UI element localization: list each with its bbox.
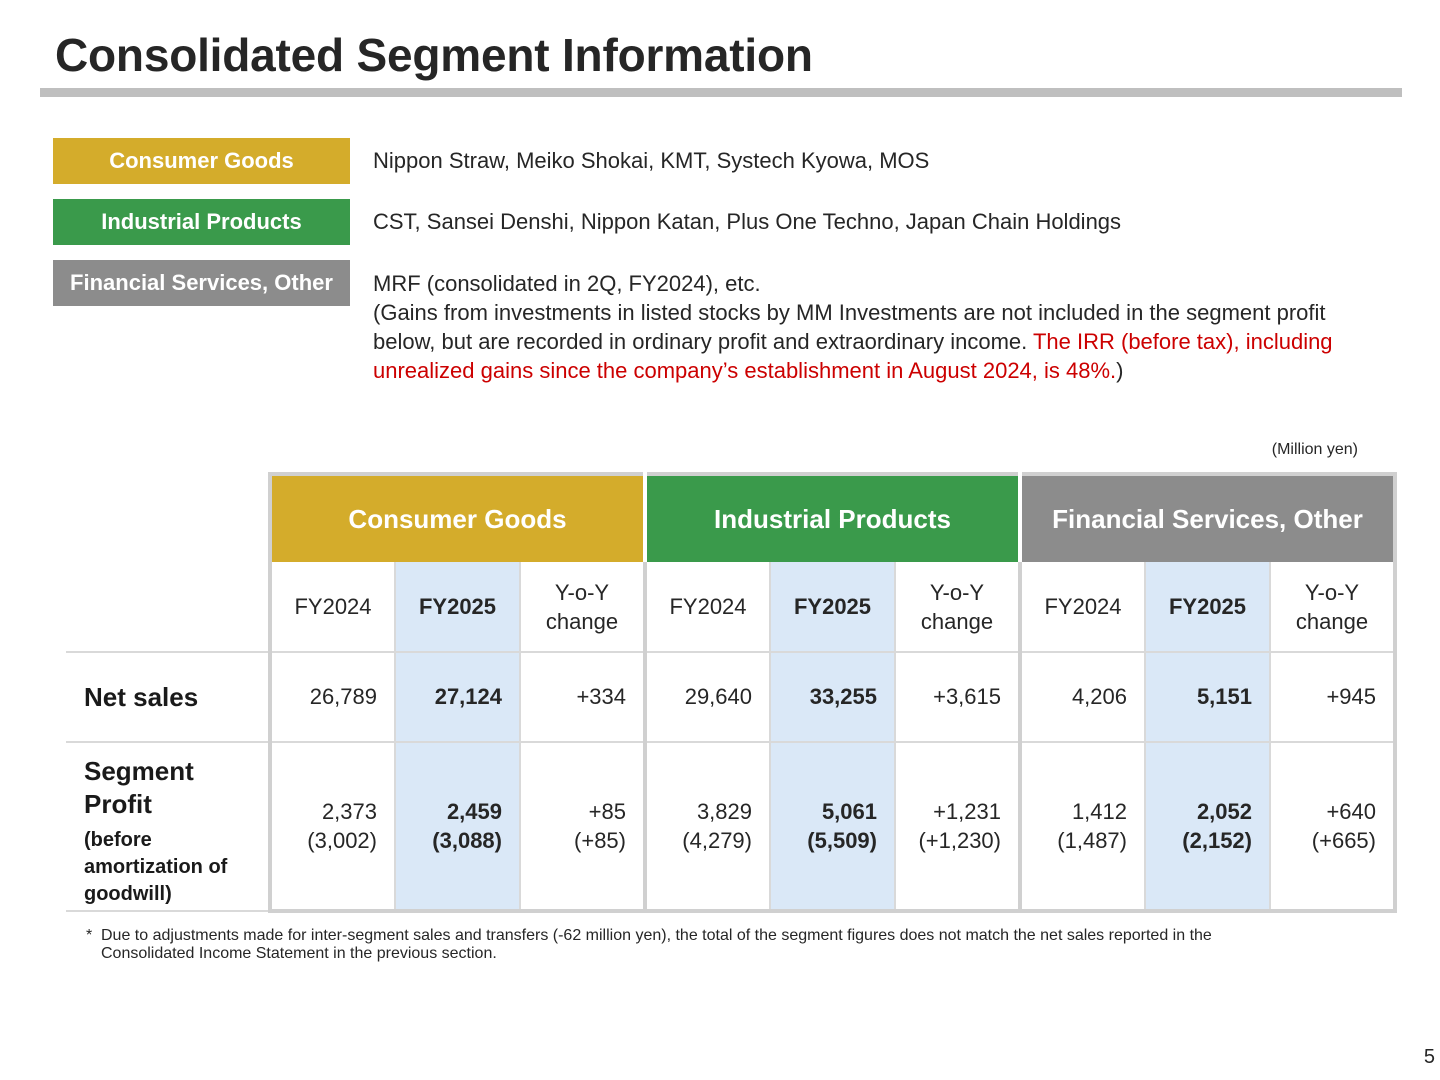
header-yoy: Y-o-Y change: [895, 562, 1022, 653]
profit-before-amortization-value: (+665): [1311, 828, 1376, 853]
group-header-industrial-products: Industrial Products: [645, 472, 1022, 562]
profit-before-amortization-value: (3,088): [432, 828, 502, 853]
title-divider: [40, 88, 1402, 97]
profit-value: +640: [1326, 799, 1376, 824]
segment-profit-cell: 2,459 (3,088): [395, 742, 521, 913]
segment-profit-cell: 2,373 (3,002): [268, 742, 396, 913]
header-fy2024: FY2024: [645, 562, 771, 653]
unit-label: (Million yen): [1271, 441, 1358, 458]
segment-profit-cell: 2,052 (2,152): [1145, 742, 1271, 913]
consumer-goods-badge: Consumer Goods: [53, 138, 350, 184]
group-header-financial-services: Financial Services, Other: [1020, 472, 1397, 562]
corner-cell: [66, 474, 270, 562]
profit-before-amortization-value: (+1,230): [918, 828, 1001, 853]
financial-services-description: MRF (consolidated in 2Q, FY2024), etc. (…: [373, 269, 1363, 385]
note-text: (Gains from investments in listed stocks…: [373, 300, 1326, 354]
profit-value: 2,459: [446, 799, 502, 824]
table-row-segment-profit: Segment Profit (before amortization of g…: [66, 742, 1397, 913]
footnote-mark: *: [86, 927, 93, 944]
net-sales-cell: 26,789: [268, 652, 396, 743]
profit-before-amortization-value: (1,487): [1057, 828, 1127, 853]
subheader-row: FY2024 FY2025 Y-o-Y change FY2024 FY2025…: [66, 562, 1397, 653]
net-sales-cell: +3,615: [895, 652, 1022, 743]
page-title: Consolidated Segment Information: [55, 29, 813, 81]
segment-profit-cell: 3,829 (4,279): [645, 742, 771, 913]
consumer-goods-description: Nippon Straw, Meiko Shokai, KMT, Systech…: [373, 148, 930, 173]
segment-table: Consumer Goods Industrial Products Finan…: [66, 472, 1397, 913]
net-sales-cell: +334: [520, 652, 647, 743]
segment-profit-cell: +640 (+665): [1270, 742, 1397, 913]
note-close: ): [1116, 358, 1124, 383]
profit-before-amortization-value: (4,279): [682, 828, 752, 853]
net-sales-cell: +945: [1270, 652, 1397, 743]
net-sales-cell: 5,151: [1145, 652, 1271, 743]
profit-value: +85: [588, 799, 626, 824]
segment-profit-cell: 1,412 (1,487): [1020, 742, 1146, 913]
segment-profit-cell: +1,231 (+1,230): [895, 742, 1022, 913]
profit-value: 5,061: [821, 799, 877, 824]
header-fy2025: FY2025: [1145, 562, 1271, 653]
segment-profit-cell: +85 (+85): [520, 742, 647, 913]
profit-value: 3,829: [696, 799, 752, 824]
industrial-products-description: CST, Sansei Denshi, Nippon Katan, Plus O…: [373, 209, 1122, 234]
group-header-consumer-goods: Consumer Goods: [268, 472, 647, 562]
profit-value: +1,231: [933, 799, 1001, 824]
segment-profit-label: Segment Profit: [84, 756, 194, 819]
financial-services-description-note: (Gains from investments in listed stocks…: [373, 298, 1363, 385]
financial-services-description-line1: MRF (consolidated in 2Q, FY2024), etc.: [373, 271, 761, 296]
profit-before-amortization-value: (5,509): [807, 828, 877, 853]
net-sales-cell: 29,640: [645, 652, 771, 743]
table-row-net-sales: Net sales 26,789 27,124 +334 29,640 33,2…: [66, 652, 1397, 743]
irr-highlight-text: The IRR (before tax), including unrealiz…: [373, 329, 1333, 383]
row-label-segment-profit: Segment Profit (before amortization of g…: [66, 742, 270, 912]
subheader-corner: [66, 562, 270, 653]
segment-profit-cell: 5,061 (5,509): [770, 742, 896, 913]
segment-profit-sublabel: (before amortization of goodwill): [84, 829, 228, 905]
header-yoy: Y-o-Y change: [520, 562, 647, 653]
footnote: * Due to adjustments made for inter-segm…: [86, 927, 1266, 963]
header-yoy: Y-o-Y change: [1270, 562, 1397, 653]
profit-value: 2,373: [321, 799, 377, 824]
header-fy2024: FY2024: [268, 562, 396, 653]
profit-value: 1,412: [1071, 799, 1127, 824]
row-label-net-sales: Net sales: [66, 652, 270, 743]
net-sales-cell: 33,255: [770, 652, 896, 743]
profit-before-amortization-value: (3,002): [307, 828, 377, 853]
header-fy2025: FY2025: [395, 562, 521, 653]
industrial-products-badge: Industrial Products: [53, 199, 350, 245]
header-fy2025: FY2025: [770, 562, 896, 653]
net-sales-cell: 27,124: [395, 652, 521, 743]
net-sales-cell: 4,206: [1020, 652, 1146, 743]
group-header-row: Consumer Goods Industrial Products Finan…: [66, 472, 1397, 562]
footnote-text: Due to adjustments made for inter-segmen…: [101, 927, 1212, 962]
profit-before-amortization-value: (+85): [574, 828, 626, 853]
financial-services-badge: Financial Services, Other: [53, 260, 350, 306]
profit-value: 2,052: [1196, 799, 1252, 824]
page-number: 5: [1423, 1046, 1435, 1068]
header-fy2024: FY2024: [1020, 562, 1146, 653]
profit-before-amortization-value: (2,152): [1182, 828, 1252, 853]
